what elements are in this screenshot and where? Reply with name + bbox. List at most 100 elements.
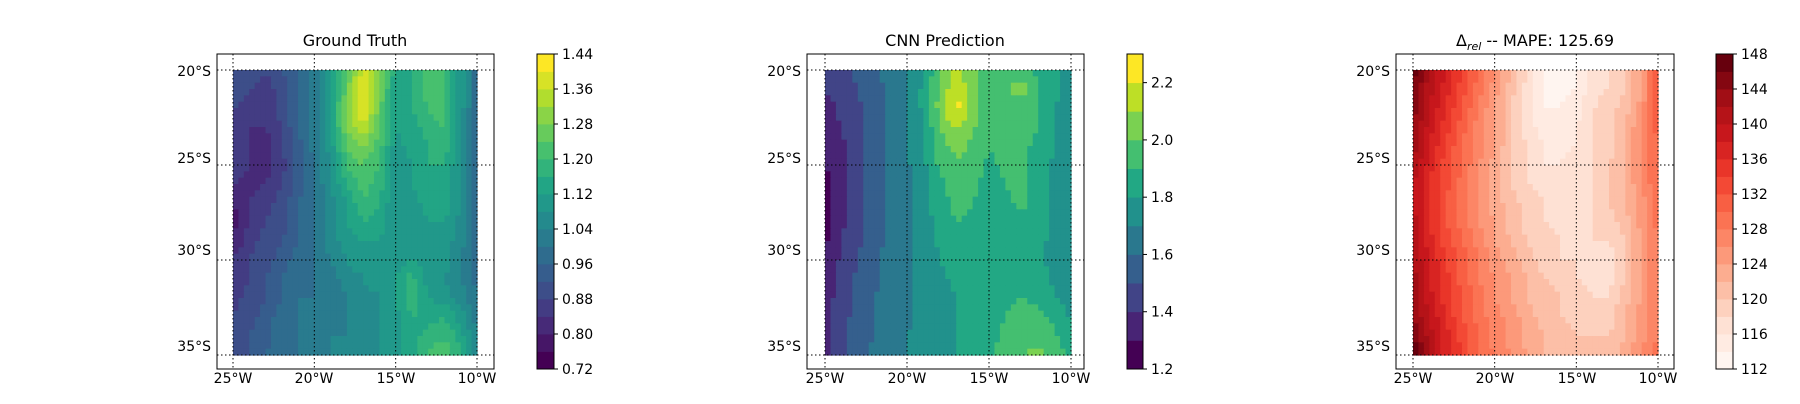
field-cell bbox=[1060, 127, 1066, 134]
field-cell bbox=[244, 279, 250, 286]
map-field bbox=[233, 70, 478, 356]
field-cell bbox=[880, 76, 886, 83]
field-cell bbox=[266, 279, 272, 286]
field-cell bbox=[989, 311, 995, 318]
field-cell bbox=[1038, 95, 1044, 102]
field-cell bbox=[461, 241, 467, 248]
field-cell bbox=[1473, 108, 1479, 115]
field-cell bbox=[934, 133, 940, 140]
field-cell bbox=[358, 273, 364, 280]
field-cell bbox=[331, 266, 337, 273]
field-cell bbox=[852, 133, 858, 140]
field-cell bbox=[912, 70, 918, 77]
field-cell bbox=[973, 273, 979, 280]
field-cell bbox=[287, 323, 293, 330]
field-cell bbox=[341, 178, 347, 185]
field-cell bbox=[1038, 292, 1044, 299]
field-cell bbox=[852, 330, 858, 337]
field-cell bbox=[271, 317, 277, 324]
field-cell bbox=[244, 95, 250, 102]
field-cell bbox=[1614, 89, 1620, 96]
field-cell bbox=[434, 266, 440, 273]
field-cell bbox=[423, 273, 429, 280]
field-cell bbox=[358, 311, 364, 318]
field-cell bbox=[1495, 152, 1501, 159]
field-cell bbox=[238, 279, 244, 286]
field-cell bbox=[1576, 140, 1582, 147]
field-cell bbox=[830, 342, 836, 349]
field-cell bbox=[918, 292, 924, 299]
field-cell bbox=[978, 260, 984, 267]
field-cell bbox=[314, 222, 320, 229]
field-cell bbox=[412, 273, 418, 280]
field-cell bbox=[1565, 114, 1571, 121]
field-cell bbox=[880, 292, 886, 299]
field-cell bbox=[1027, 152, 1033, 159]
field-cell bbox=[1005, 83, 1011, 90]
field-cell bbox=[358, 298, 364, 305]
field-cell bbox=[1478, 70, 1484, 77]
field-cell bbox=[407, 304, 413, 311]
field-cell bbox=[266, 311, 272, 318]
field-cell bbox=[249, 241, 255, 248]
field-cell bbox=[830, 95, 836, 102]
field-cell bbox=[266, 260, 272, 267]
field-cell bbox=[978, 317, 984, 324]
field-cell bbox=[455, 197, 461, 204]
field-cell bbox=[847, 247, 853, 254]
field-cell bbox=[923, 304, 929, 311]
colorbar-tick-label: 0.88 bbox=[562, 292, 593, 308]
field-cell bbox=[1049, 127, 1055, 134]
field-cell bbox=[363, 70, 369, 77]
field-cell bbox=[347, 133, 353, 140]
field-cell bbox=[434, 298, 440, 305]
field-cell bbox=[962, 165, 968, 172]
field-cell bbox=[347, 76, 353, 83]
field-cell bbox=[880, 190, 886, 197]
field-cell bbox=[869, 235, 875, 242]
field-cell bbox=[912, 228, 918, 235]
field-cell bbox=[918, 273, 924, 280]
field-cell bbox=[934, 76, 940, 83]
field-cell bbox=[1033, 298, 1039, 305]
field-cell bbox=[1446, 133, 1452, 140]
field-cell bbox=[369, 235, 375, 242]
field-cell bbox=[282, 152, 288, 159]
field-cell bbox=[1055, 342, 1061, 349]
field-cell bbox=[863, 330, 869, 337]
field-cell bbox=[238, 241, 244, 248]
field-cell bbox=[841, 89, 847, 96]
field-cell bbox=[466, 178, 472, 185]
field-cell bbox=[255, 184, 261, 191]
field-cell bbox=[439, 203, 445, 210]
field-cell bbox=[1038, 342, 1044, 349]
field-cell bbox=[266, 247, 272, 254]
field-cell bbox=[1413, 83, 1419, 90]
field-cell bbox=[836, 241, 842, 248]
field-cell bbox=[836, 140, 842, 147]
field-cell bbox=[1060, 140, 1066, 147]
field-cell bbox=[880, 273, 886, 280]
field-cell bbox=[293, 133, 299, 140]
field-cell bbox=[896, 102, 902, 109]
field-cell bbox=[1549, 102, 1555, 109]
field-cell bbox=[945, 228, 951, 235]
field-cell bbox=[417, 241, 423, 248]
field-cell bbox=[951, 304, 957, 311]
field-cell bbox=[994, 292, 1000, 299]
field-cell bbox=[1609, 133, 1615, 140]
field-cell bbox=[1565, 165, 1571, 172]
field-cell bbox=[439, 70, 445, 77]
field-cell bbox=[374, 317, 380, 324]
field-cell bbox=[320, 349, 326, 356]
field-cell bbox=[347, 228, 353, 235]
field-cell bbox=[1446, 89, 1452, 96]
field-cell bbox=[858, 102, 864, 109]
field-cell bbox=[233, 266, 239, 273]
field-cell bbox=[874, 140, 880, 147]
field-cell bbox=[1011, 108, 1017, 115]
field-cell bbox=[1642, 95, 1648, 102]
field-cell bbox=[1533, 95, 1539, 102]
field-cell bbox=[255, 298, 261, 305]
field-cell bbox=[1022, 222, 1028, 229]
